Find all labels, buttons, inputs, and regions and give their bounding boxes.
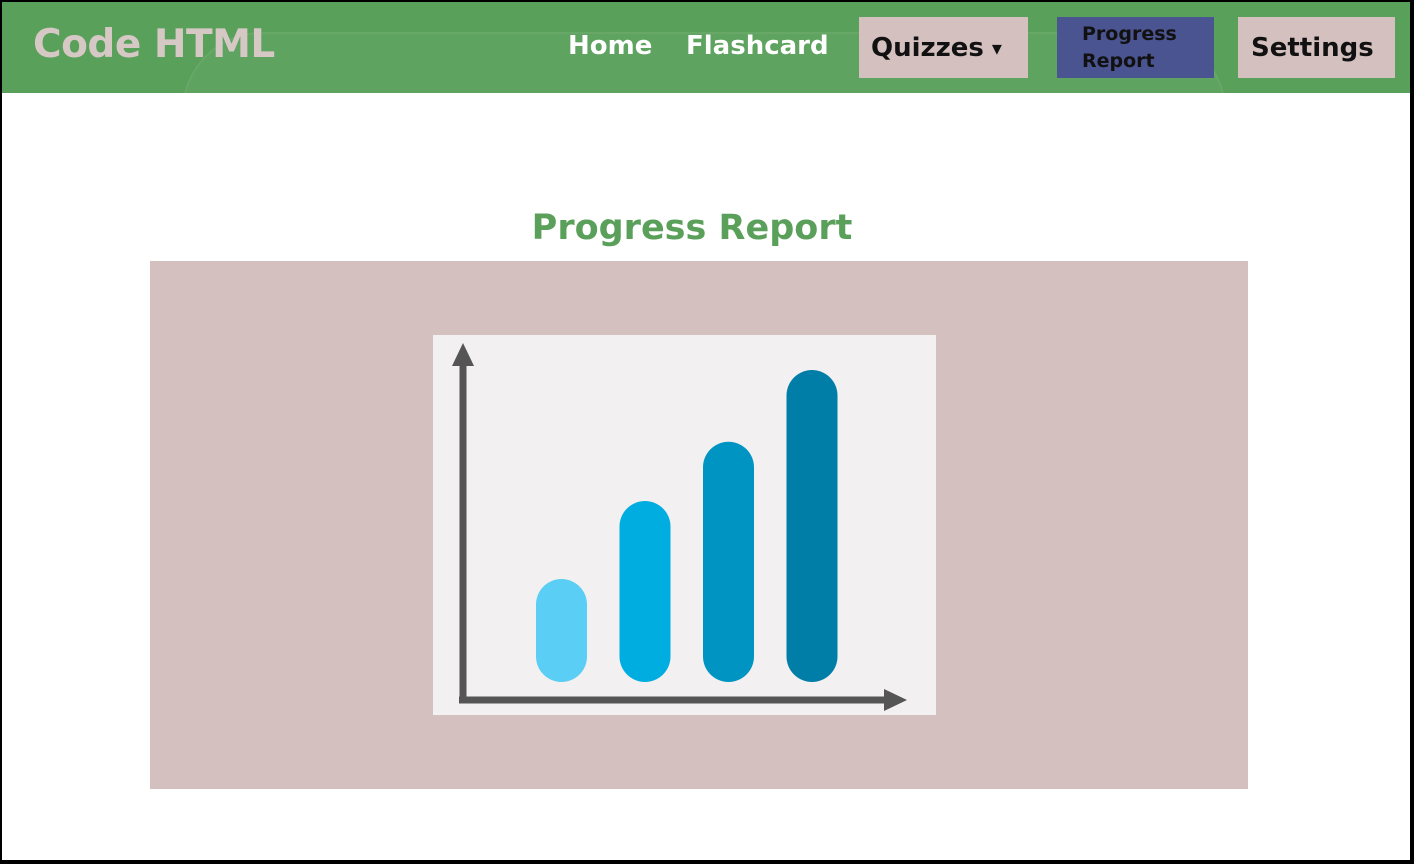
chevron-down-icon: ▾ <box>991 35 1002 60</box>
nav-home-link[interactable]: Home <box>568 31 653 61</box>
nav-progress-report-label: Progress Report <box>1082 21 1202 75</box>
progress-panel <box>150 261 1248 789</box>
nav-quizzes-label: Quizzes <box>871 32 984 63</box>
nav-settings-label: Settings <box>1251 32 1374 63</box>
page-title: Progress Report <box>531 208 853 249</box>
top-navbar: Code HTML Home Flashcard Quizzes ▾ Progr… <box>2 2 1410 93</box>
nav-progress-report-button[interactable]: Progress Report <box>1057 17 1214 78</box>
y-axis-arrow-icon <box>452 343 474 366</box>
illustration-bar-2 <box>619 501 671 682</box>
nav-progress-line2: Report <box>1082 49 1155 72</box>
nav-flashcard-link[interactable]: Flashcard <box>686 31 829 61</box>
bar-chart-icon <box>452 343 907 711</box>
illustration-bar-3 <box>703 441 754 682</box>
nav-progress-line1: Progress <box>1082 22 1177 45</box>
nav-quizzes-dropdown[interactable]: Quizzes ▾ <box>859 17 1028 78</box>
x-axis-arrow-icon <box>884 689 907 711</box>
illustration-bar-4 <box>786 370 838 682</box>
illustration-bar-1 <box>536 579 587 682</box>
nav-settings-button[interactable]: Settings <box>1238 17 1395 78</box>
brand-logo[interactable]: Code HTML <box>33 22 275 67</box>
bar-chart-illustration <box>433 335 936 715</box>
